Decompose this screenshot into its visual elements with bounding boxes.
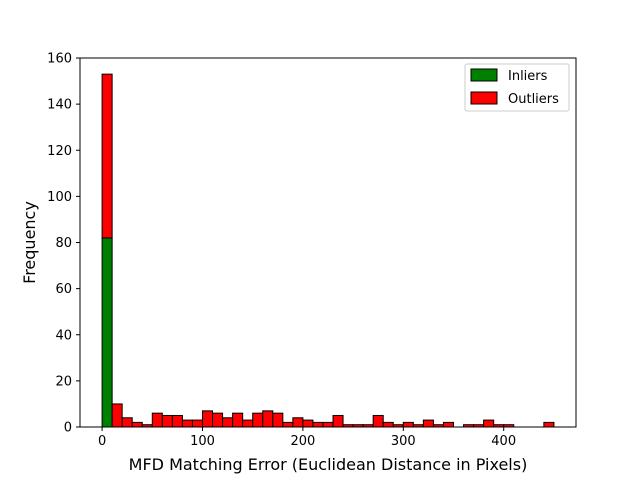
outlier-bar-bin-32	[422, 419, 434, 428]
outlier-bar-bin-27	[372, 414, 384, 428]
legend-label-inliers: Inliers	[508, 69, 548, 84]
outlier-bar-bin-14	[242, 419, 254, 428]
outlier-bar-bin-7	[171, 414, 183, 428]
outlier-bar-bin-20	[302, 419, 314, 428]
outlier-bar-bin-9	[191, 419, 203, 428]
outlier-bar-bin-12	[222, 417, 234, 428]
outlier-bar-bin-30	[402, 421, 414, 428]
outlier-bar-bin-18	[282, 421, 294, 428]
outlier-bar-bin-34	[442, 421, 455, 428]
x-tick-label-100: 100	[190, 434, 215, 449]
plot-frame	[79, 57, 577, 428]
x-tick-label-400: 400	[491, 434, 516, 449]
outlier-bar-bin-38	[483, 419, 495, 428]
inlier-bar-bin-0	[101, 237, 113, 428]
outlier-bar-bin-13	[232, 412, 244, 428]
y-tick-label-0: 0	[64, 421, 72, 436]
outlier-bar-bin-22	[322, 421, 334, 428]
outlier-bar-bin-3	[131, 421, 143, 428]
outlier-bar-bin-2	[121, 417, 133, 428]
outlier-bar-bin-28	[382, 421, 394, 428]
y-axis-ticks: 0 20 40 60 80 100 120 140 160	[47, 52, 80, 436]
y-tick-label-60: 60	[55, 282, 72, 297]
y-axis-label: Frequency	[20, 201, 39, 284]
y-tick-label-100: 100	[47, 190, 72, 205]
x-tick-label-200: 200	[290, 434, 315, 449]
outlier-bar-bin-44	[543, 421, 555, 428]
x-tick-label-0: 0	[98, 434, 106, 449]
outlier-bar-bin-11	[212, 412, 224, 428]
y-tick-label-140: 140	[47, 98, 72, 113]
legend-label-outliers: Outliers	[508, 92, 559, 107]
y-tick-label-160: 160	[47, 52, 72, 67]
outlier-bar-bin-8	[181, 419, 193, 428]
outlier-bar-bin-17	[272, 412, 284, 428]
outlier-bar-bin-19	[292, 417, 304, 428]
outlier-bar-bin-21	[312, 421, 324, 428]
outlier-bar-bin-0	[101, 73, 113, 239]
outlier-bar-bin-6	[161, 414, 173, 428]
outlier-bar-bin-23	[332, 414, 344, 428]
outlier-bar-bin-1	[111, 403, 123, 428]
bars-layer	[101, 73, 555, 428]
outlier-bar-bin-10	[201, 410, 214, 428]
y-tick-label-40: 40	[55, 328, 72, 343]
x-axis-ticks: 0 100 200 300 400	[98, 427, 516, 449]
outlier-bar-bin-15	[252, 412, 264, 428]
legend-swatch-outliers	[470, 91, 498, 105]
legend: Inliers Outliers	[464, 63, 570, 112]
y-tick-label-20: 20	[55, 374, 72, 389]
x-axis-label: MFD Matching Error (Euclidean Distance i…	[129, 455, 528, 474]
outlier-bar-bin-16	[262, 410, 274, 428]
x-tick-label-300: 300	[391, 434, 416, 449]
y-tick-label-80: 80	[55, 236, 72, 251]
outlier-bar-bin-5	[151, 412, 163, 428]
legend-swatch-inliers	[470, 68, 498, 82]
y-tick-label-120: 120	[47, 144, 72, 159]
